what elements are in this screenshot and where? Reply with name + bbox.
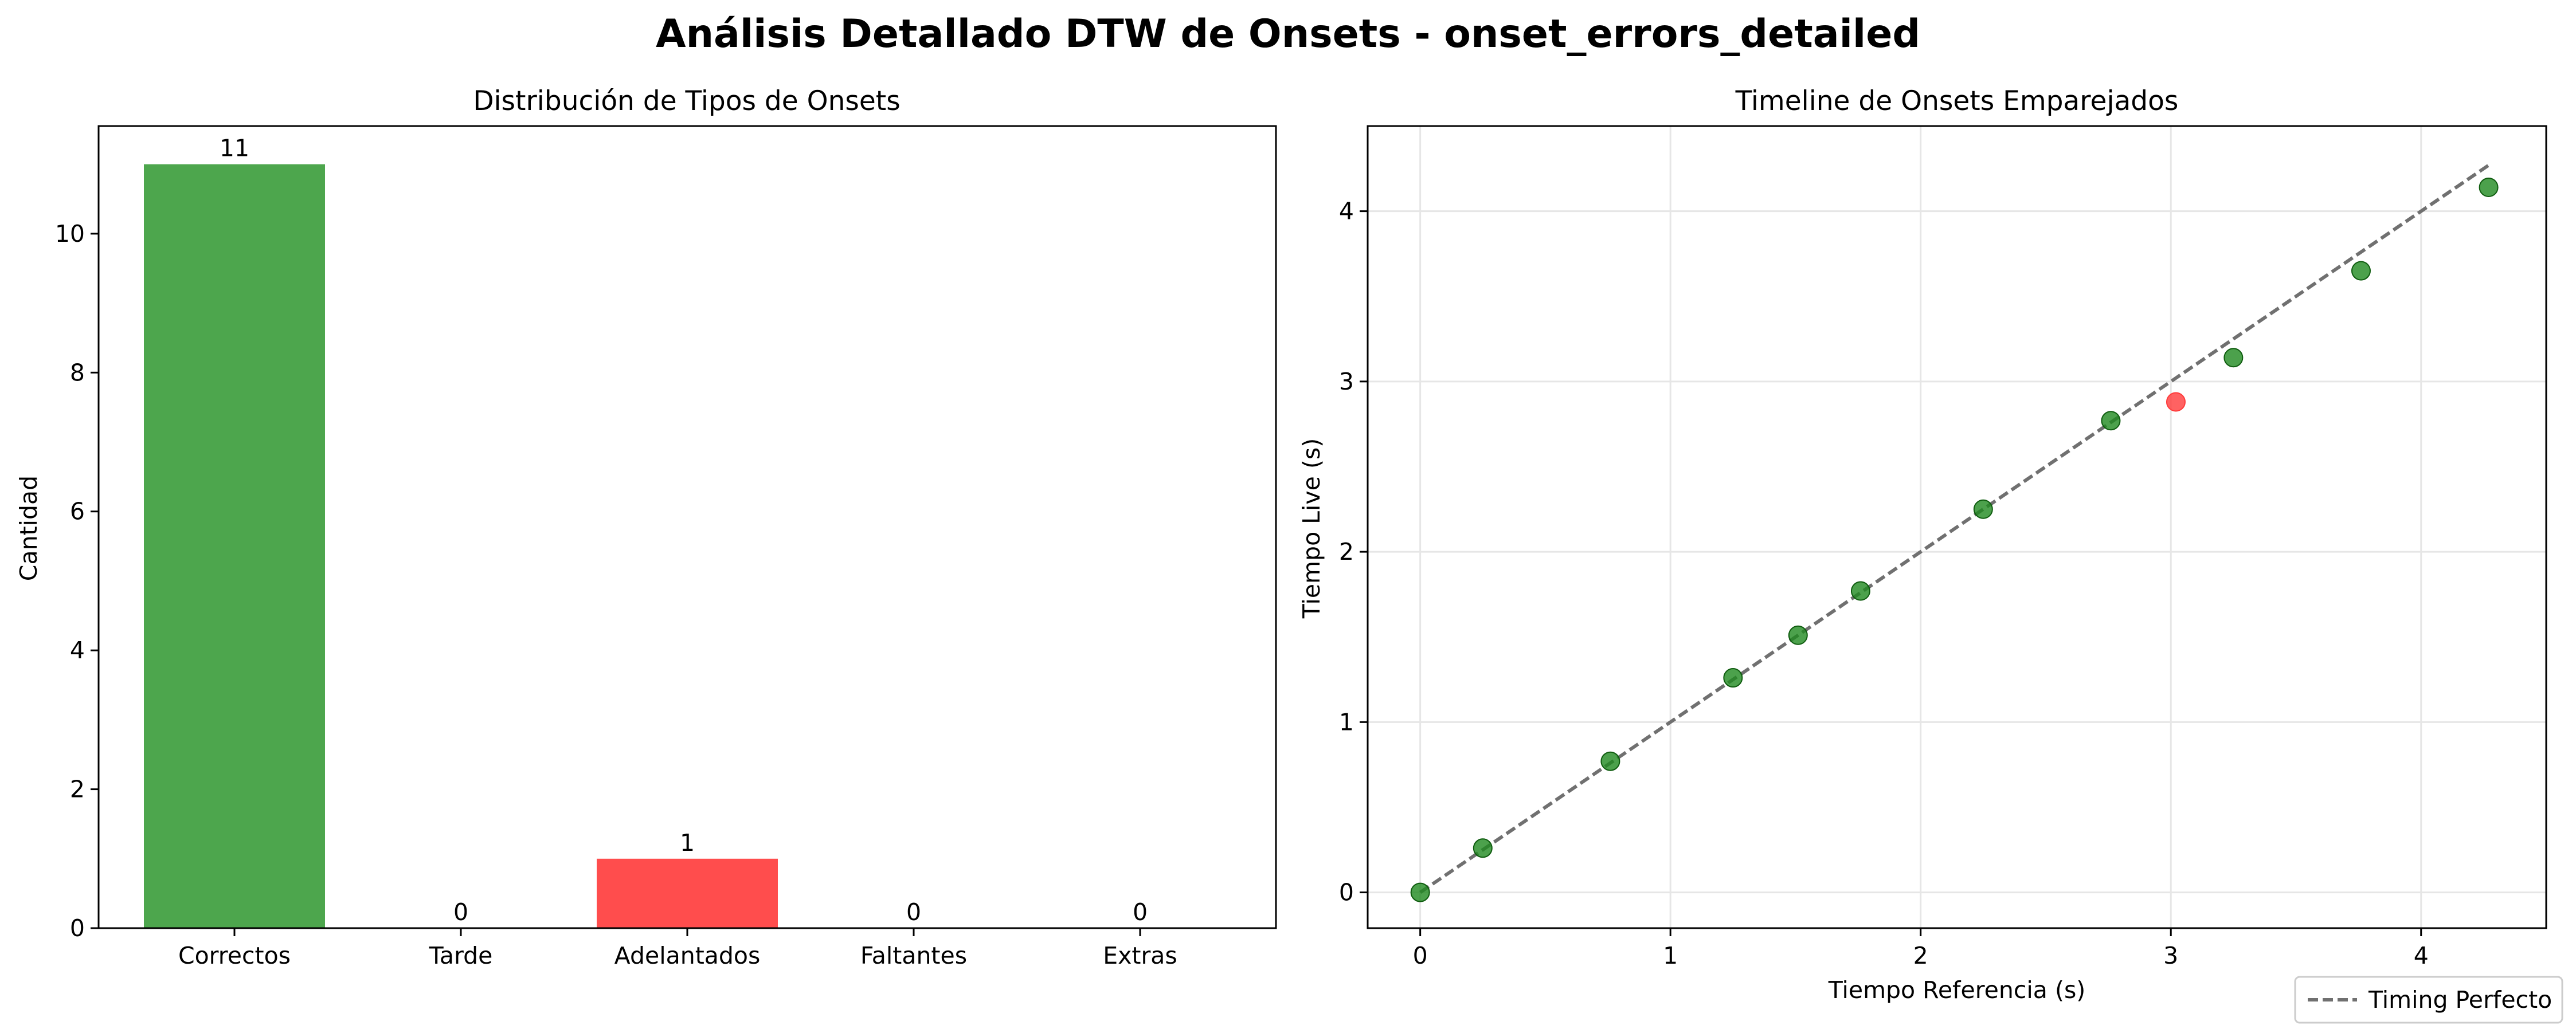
scatter-ytick-label: 1 [1339, 708, 1354, 736]
scatter-xtick-label: 3 [2163, 942, 2178, 969]
timing-perfecto-line [1419, 163, 2490, 894]
scatter-point-early [2166, 392, 2186, 412]
scatter-chart-panel: Timeline de Onsets Emparejados Tiempo Re… [1298, 85, 2547, 1004]
bar-chart-xtick-label: Adelantados [614, 942, 761, 969]
scatter-point-correct [1723, 668, 1743, 688]
bar-value-label: 0 [906, 898, 921, 926]
bar-chart-frame [97, 125, 1277, 929]
scatter-chart-title: Timeline de Onsets Emparejados [1735, 85, 2179, 117]
scatter-ytick-label: 3 [1339, 368, 1354, 395]
bar-correctos [144, 164, 325, 929]
bar-chart-xtick-label: Extras [1103, 942, 1177, 969]
scatter-point-correct [1600, 751, 1620, 771]
scatter-point-correct [2351, 261, 2371, 281]
scatter-ytick-label: 0 [1339, 879, 1354, 906]
scatter-xtick-label: 1 [1663, 942, 1678, 969]
bar-value-label: 0 [1133, 898, 1148, 926]
scatter-point-correct [2101, 411, 2121, 431]
bar-chart-xtick-label: Correctos [178, 942, 291, 969]
bar-chart-xtick-label: Faltantes [860, 942, 967, 969]
scatter-ytick-label: 2 [1339, 538, 1354, 565]
legend-label-timing-perfecto: Timing Perfecto [2368, 986, 2552, 1014]
bar-chart-title: Distribución de Tipos de Onsets [473, 85, 900, 117]
figure-title: Análisis Detallado DTW de Onsets - onset… [656, 11, 1920, 57]
scatter-point-correct [2223, 348, 2244, 368]
bar-chart-ytick-label: 8 [70, 359, 85, 386]
bar-chart-ytick-label: 10 [55, 220, 85, 248]
scatter-chart-xlabel: Tiempo Referencia (s) [1828, 976, 2086, 1004]
scatter-point-correct [1788, 625, 1808, 645]
scatter-xtick-label: 0 [1413, 942, 1428, 969]
bar-chart-ytick-label: 0 [70, 914, 85, 942]
scatter-chart-ylabel: Tiempo Live (s) [1298, 438, 1325, 619]
bar-chart-ylabel: Cantidad [15, 476, 42, 581]
scatter-point-correct [1410, 882, 1430, 902]
scatter-chart-frame [1367, 125, 2547, 929]
bar-chart-ytick-label: 6 [70, 498, 85, 525]
bar-chart-xtick-label: Tarde [429, 942, 493, 969]
bar-value-label: 1 [680, 829, 695, 857]
scatter-xtick-label: 4 [2414, 942, 2429, 969]
bar-chart-ytick-label: 2 [70, 776, 85, 803]
bar-value-label: 0 [453, 898, 468, 926]
legend-box [2294, 976, 2563, 1024]
bar-chart-panel: Distribución de Tipos de Onsets Cantidad… [15, 85, 1277, 969]
scatter-point-correct [1850, 581, 1870, 601]
scatter-chart-marks: 0 1 2 3 4 0 1 2 3 4 [1339, 126, 2546, 969]
scatter-point-correct [1473, 838, 1493, 858]
bar-adelantados [597, 858, 778, 928]
scatter-point-correct [2479, 178, 2499, 198]
bar-chart-marks: 0 2 4 6 8 10 11 Correctos 0 Tarde 1 Adelantados 0 Fal… [55, 135, 1177, 969]
scatter-xtick-label: 2 [1913, 942, 1928, 969]
bar-value-label: 11 [220, 135, 249, 162]
scatter-point-correct [1973, 499, 1993, 519]
bar-chart-ytick-label: 4 [70, 637, 85, 664]
scatter-ytick-label: 4 [1339, 198, 1354, 225]
legend: Timing Perfecto [2294, 976, 2563, 1024]
